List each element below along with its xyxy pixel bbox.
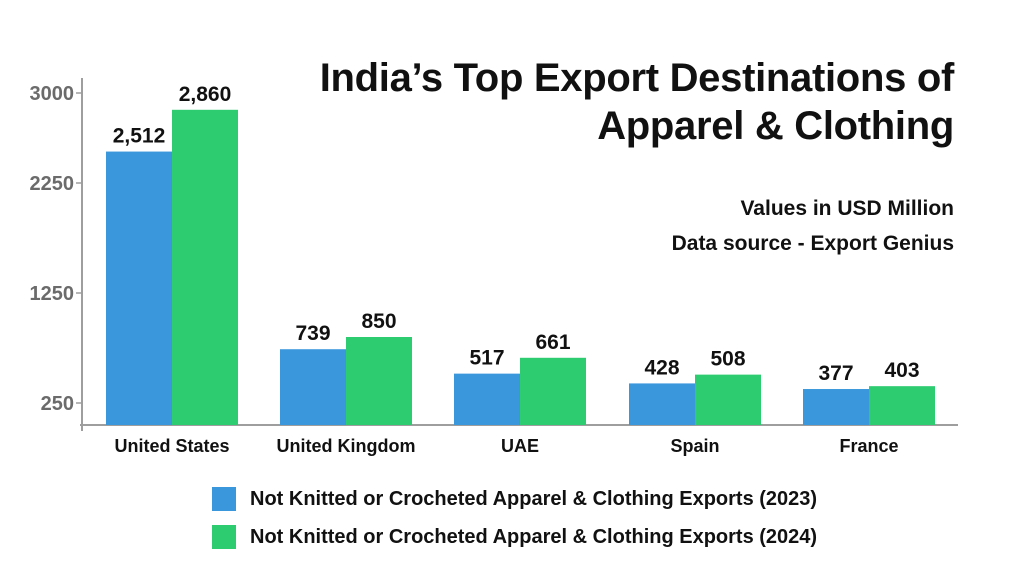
legend-swatch-2023 [212,487,236,511]
legend-label-2023: Not Knitted or Crocheted Apparel & Cloth… [250,487,818,510]
data-label: 2,512 [113,125,166,148]
source-note: Data source - Export Genius [671,232,954,255]
units-note: Values in USD Million [740,197,954,220]
data-label: 377 [818,362,853,385]
x-tick-label: United States [114,436,229,456]
bar [869,386,935,425]
legend-item-2023: Not Knitted or Crocheted Apparel & Cloth… [212,480,817,518]
x-tick-label: France [839,436,898,456]
chart-title: India’s Top Export Destinations of Appar… [319,54,955,150]
bar [629,383,695,425]
chart-subtitle: Values in USD Million Data source - Expo… [672,191,954,261]
data-label: 508 [710,348,745,371]
bar [346,337,412,425]
legend-label-2024: Not Knitted or Crocheted Apparel & Cloth… [250,525,818,548]
data-label: 661 [535,331,570,354]
chart-title-line-2: Apparel & Clothing [597,104,954,148]
y-tick-label: 2250 [30,173,75,195]
data-label: 850 [361,310,396,333]
legend: Not Knitted or Crocheted Apparel & Cloth… [212,480,817,556]
bar [106,151,172,425]
x-tick-label: United Kingdom [277,436,416,456]
bar [695,374,761,425]
bar [803,389,869,425]
y-tick-label: 1250 [30,283,75,305]
legend-item-2024: Not Knitted or Crocheted Apparel & Cloth… [212,518,817,556]
data-label: 517 [469,347,504,370]
data-label: 739 [295,322,330,345]
data-label: 2,860 [179,83,232,106]
y-tick-label: 250 [41,393,74,415]
bar [172,109,238,426]
legend-swatch-2024 [212,525,236,549]
x-tick-label: UAE [501,436,539,456]
chart-title-line-1: India’s Top Export Destinations of [319,56,955,100]
bar [454,373,520,425]
bar [520,357,586,425]
y-tick-label: 3000 [30,83,75,105]
x-tick-label: Spain [670,436,719,456]
data-label: 403 [884,359,919,382]
data-label: 428 [644,356,679,379]
bar [280,349,346,425]
